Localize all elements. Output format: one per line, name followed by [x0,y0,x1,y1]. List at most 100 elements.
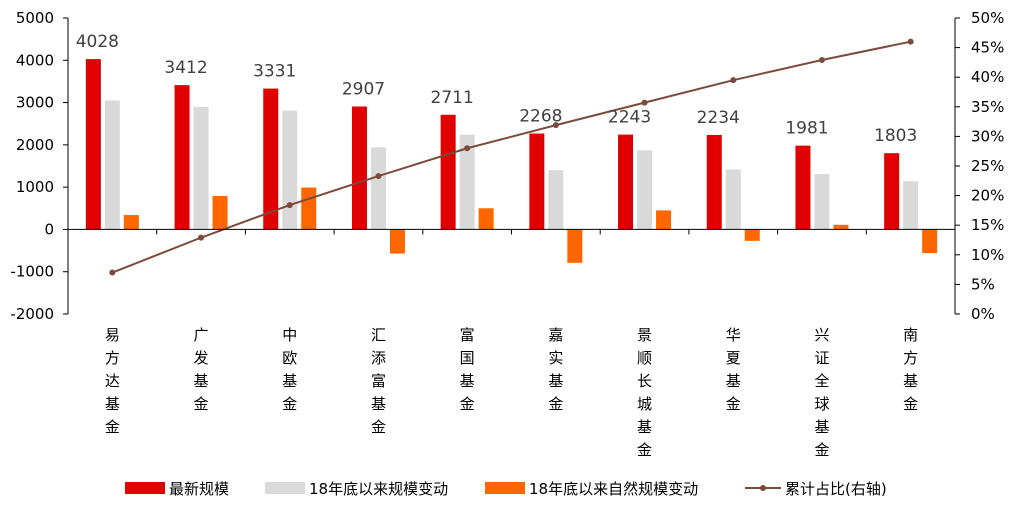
bar-1-中欧基金 [263,88,279,230]
category-label-char: 嘉 [548,326,563,344]
right-tick-label: 15% [971,216,1004,234]
right-tick-label: 45% [971,39,1004,57]
right-tick-label: 25% [971,157,1004,175]
bar-1-兴证全球基金 [795,145,811,230]
category-label-char: 实 [548,349,563,367]
category-label-char: 金 [194,395,209,413]
cumulative-point [730,77,737,84]
category-label-char: 长 [637,372,652,390]
category-label-char: 基 [548,372,563,390]
cumulative-point [552,122,559,129]
category-label-char: 球 [814,395,829,413]
category-label-char: 富 [371,372,386,390]
right-tick-label: 35% [971,98,1004,116]
right-tick-label: 20% [971,187,1004,205]
left-tick-label: 2000 [16,136,54,154]
category-label-char: 基 [903,372,918,390]
category-label-char: 南 [903,326,918,344]
bar-3-中欧基金 [301,187,317,230]
legend-swatch [485,482,525,494]
category-label-char: 达 [105,372,120,390]
bar-2-兴证全球基金 [814,174,830,230]
bar-3-易方达基金 [123,215,139,230]
data-label: 1803 [874,126,917,146]
legend-swatch [125,482,165,494]
bar-1-汇添富基金 [351,106,367,230]
category-label-char: 城 [637,395,652,413]
bar-3-华夏基金 [744,229,760,241]
category-label-char: 基 [637,418,652,436]
category-label-char: 中 [282,326,297,344]
category-label-char: 基 [460,372,475,390]
category-label-char: 易 [105,326,120,344]
bar-3-南方基金 [922,229,938,254]
left-tick-label: 0 [44,220,54,238]
category-label-char: 发 [194,349,209,367]
bar-3-广发基金 [212,196,228,230]
category-label-char: 夏 [726,349,741,367]
legend-label: 18年底以来规模变动 [309,480,448,498]
left-tick-label: 5000 [16,9,54,27]
bar-2-景顺长城基金 [637,150,653,230]
bar-2-华夏基金 [725,169,741,230]
category-label-char: 金 [903,395,918,413]
category-label-char: 基 [814,418,829,436]
bar-2-广发基金 [193,106,209,230]
bar-3-汇添富基金 [389,229,405,254]
bar-2-嘉实基金 [548,170,564,230]
category-label-char: 欧 [282,349,297,367]
category-label-char: 证 [814,349,829,367]
data-label: 2268 [519,107,562,127]
legend-label: 18年底以来自然规模变动 [529,480,698,498]
category-label-char: 景 [637,326,652,344]
data-label: 2711 [431,88,474,108]
category-label-char: 兴 [814,326,829,344]
category-label-char: 金 [105,418,120,436]
category-label-char: 富 [460,326,475,344]
left-tick-label: -1000 [10,263,54,281]
bar-3-兴证全球基金 [833,224,849,230]
legend-label: 累计占比(右轴) [785,480,887,498]
cumulative-line [111,40,911,274]
data-label: 3331 [253,62,296,82]
cumulative-point [198,234,205,241]
bar-1-华夏基金 [706,134,722,230]
cumulative-point [641,99,648,106]
right-tick-label: 0% [971,305,995,323]
data-label: 2234 [697,108,740,128]
bar-1-易方达基金 [85,59,101,230]
category-label-char: 国 [460,349,475,367]
legend-swatch [265,482,305,494]
cumulative-point [375,173,382,180]
category-label-char: 广 [194,326,209,344]
category-label-char: 方 [903,349,918,367]
bar-1-南方基金 [884,153,900,230]
right-tick-label: 5% [971,275,995,293]
cumulative-point [109,269,116,276]
data-label: 3412 [164,58,207,78]
category-label-char: 金 [548,395,563,413]
data-label: 4028 [76,32,119,52]
legend-line-marker [760,485,766,491]
category-label-char: 汇 [371,326,386,344]
left-tick-label: -2000 [10,305,54,323]
bar-1-广发基金 [174,85,190,230]
bar-1-富国基金 [440,114,456,230]
category-label-char: 金 [726,395,741,413]
category-label-char: 基 [282,372,297,390]
category-label-char: 基 [194,372,209,390]
data-label: 2243 [608,108,651,128]
category-label-char: 金 [460,395,475,413]
category-label-char: 金 [371,418,386,436]
cumulative-point [818,57,825,64]
category-label-char: 基 [726,372,741,390]
category-label-char: 顺 [637,349,652,367]
cumulative-point [907,38,914,45]
category-label-char: 全 [814,372,829,390]
data-label: 2907 [342,80,385,100]
category-label-char: 基 [105,395,120,413]
right-tick-label: 30% [971,127,1004,145]
left-tick-label: 3000 [16,94,54,112]
cumulative-point [286,202,293,209]
